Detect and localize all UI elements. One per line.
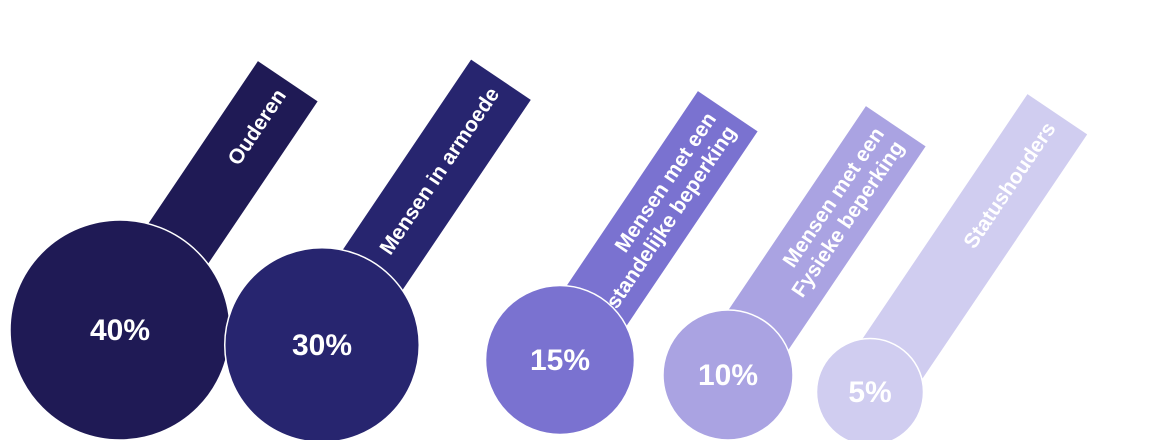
value-bubble bbox=[224, 247, 420, 440]
value-label: 15% bbox=[530, 344, 590, 377]
value-label: 30% bbox=[292, 329, 352, 362]
value-bubble bbox=[484, 284, 636, 436]
value-bubble bbox=[815, 337, 925, 440]
value-label: 10% bbox=[698, 359, 758, 392]
bar-stick bbox=[840, 94, 1088, 413]
value-label: 5% bbox=[848, 376, 891, 409]
value-bubble bbox=[662, 309, 794, 440]
value-label: 40% bbox=[90, 314, 150, 347]
